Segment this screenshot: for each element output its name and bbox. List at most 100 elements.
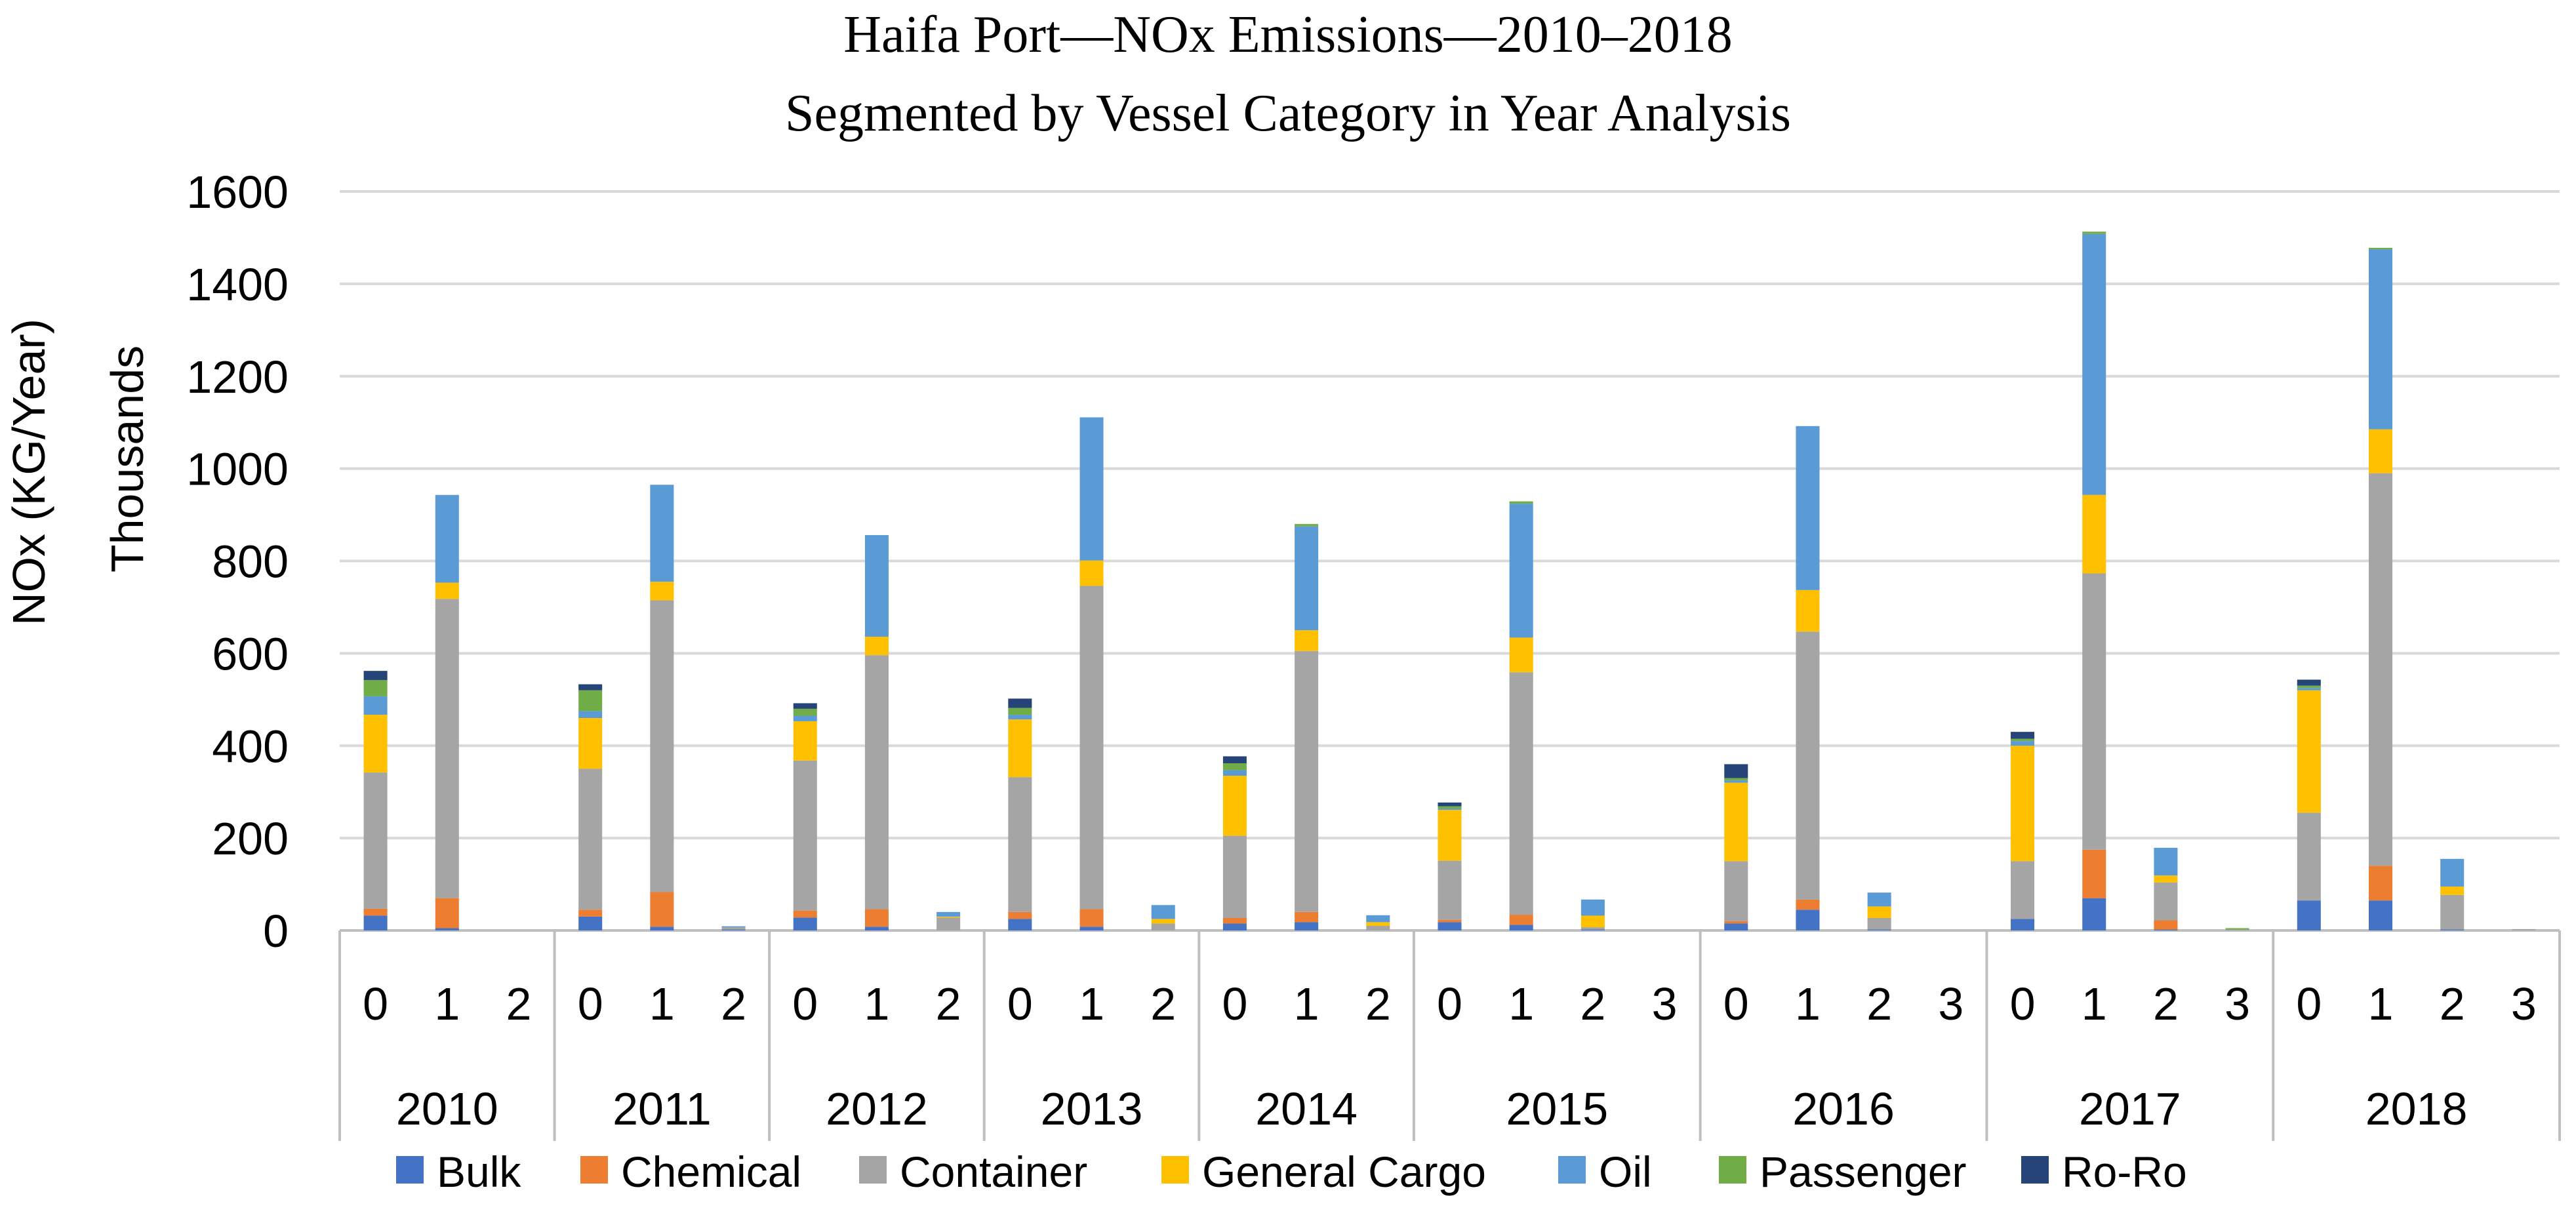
- bar-segment-bulk: [1796, 909, 1820, 930]
- bar-segment-container: [578, 768, 603, 910]
- x-sub-tick-label: 2: [1580, 978, 1605, 1029]
- legend-item: Passenger: [1719, 1147, 1967, 1196]
- x-sub-tick-label: 2: [2440, 978, 2465, 1029]
- x-sub-tick-label: 0: [1723, 978, 1749, 1029]
- bar-segment-bulk: [2082, 898, 2106, 930]
- bar-segment-oil: [1008, 715, 1032, 720]
- x-sub-tick-label: 2: [721, 978, 746, 1029]
- bar-segment-oil: [1580, 899, 1605, 916]
- x-group-label: 2012: [826, 1083, 928, 1134]
- bar-segment-oil: [1222, 770, 1247, 776]
- bar-segment-container: [936, 917, 961, 930]
- x-sub-tick-label: 1: [864, 978, 889, 1029]
- x-sub-tick-label: 3: [1652, 978, 1678, 1029]
- x-group-label: 2014: [1255, 1083, 1358, 1134]
- bar-segment-container: [721, 927, 746, 930]
- x-sub-tick-label: 1: [2368, 978, 2394, 1029]
- bar-segment-chemical: [1438, 919, 1462, 923]
- bar-segment-chemical: [1509, 915, 1533, 925]
- y-tick-label: 1000: [186, 444, 289, 495]
- gridlines: [340, 190, 2560, 932]
- bar-segment-general-cargo: [1151, 919, 1175, 924]
- bar-segment-oil: [1295, 526, 1319, 631]
- bar-segment-general-cargo: [2154, 875, 2178, 883]
- bar-segment-ro-ro: [1438, 802, 1462, 807]
- chart-subtitle: Segmented by Vessel Category in Year Ana…: [785, 85, 1791, 142]
- bar-segment-chemical: [578, 909, 603, 917]
- bar-segment-oil: [936, 911, 961, 917]
- bar-segment-bulk: [363, 915, 388, 930]
- bar-segment-container: [2154, 882, 2178, 921]
- bar-segment-general-cargo: [1438, 810, 1462, 861]
- y-axis-unit-label: Thousands: [102, 346, 153, 572]
- y-tick-label: 1400: [186, 259, 289, 310]
- bar-segment-oil: [1867, 892, 1891, 907]
- bar-segment-container: [1222, 835, 1247, 918]
- legend-item: Oil: [1558, 1147, 1652, 1196]
- bar-segment-general-cargo: [435, 582, 459, 599]
- bar-segment-oil: [363, 696, 388, 715]
- bar-segment-container: [1509, 672, 1533, 915]
- bar-segment-container: [2082, 573, 2106, 850]
- bar-segment-container: [1079, 586, 1104, 909]
- x-sub-tick-label: 1: [434, 978, 460, 1029]
- legend-label: Oil: [1599, 1147, 1652, 1196]
- bar-segment-chemical: [1796, 899, 1820, 910]
- bar-segment-general-cargo: [1509, 637, 1533, 673]
- bar-segment-passenger: [1438, 806, 1462, 809]
- bar-segment-container: [2368, 473, 2393, 866]
- y-tick-label: 1200: [186, 351, 289, 403]
- bar-segment-oil: [793, 715, 817, 721]
- bar-segment-ro-ro: [1222, 756, 1247, 764]
- x-sub-tick-label: 0: [1437, 978, 1462, 1029]
- bar-segment-bulk: [578, 916, 603, 930]
- legend-label: Bulk: [437, 1147, 521, 1196]
- bar-segment-chemical: [864, 909, 889, 927]
- bar-segment-general-cargo: [1796, 589, 1820, 632]
- y-axis-label: NOx (KG/Year): [3, 319, 54, 626]
- bar-segment-general-cargo: [1079, 560, 1104, 586]
- bar-segment-oil: [2297, 688, 2321, 690]
- x-group-label: 2016: [1792, 1083, 1895, 1134]
- bar-segment-container: [1151, 923, 1175, 930]
- bar-segment-bulk: [2297, 900, 2321, 930]
- bar-segment-container: [2512, 928, 2536, 930]
- bar-segment-container: [363, 772, 388, 909]
- bar-segment-general-cargo: [1580, 915, 1605, 928]
- bar-segment-general-cargo: [1867, 906, 1891, 918]
- bar-segment-oil: [1079, 417, 1104, 561]
- x-group-label: 2013: [1041, 1083, 1143, 1134]
- x-group-label: 2018: [2365, 1083, 2468, 1134]
- bar-segment-bulk: [435, 928, 459, 930]
- bar-segment-oil: [2154, 847, 2178, 876]
- bar-segment-passenger: [1222, 763, 1247, 770]
- bar-segment-oil: [2440, 858, 2465, 887]
- x-group-label: 2010: [396, 1083, 498, 1134]
- bar-segment-general-cargo: [578, 717, 603, 769]
- bar-segment-passenger: [2368, 247, 2393, 250]
- bar-segment-container: [793, 760, 817, 911]
- legend-swatch: [2021, 1156, 2049, 1184]
- bar-segment-chemical: [1222, 917, 1247, 924]
- legend-item: Container: [859, 1147, 1087, 1196]
- bar-segment-chemical: [435, 898, 459, 928]
- bar-segment-bulk: [1509, 925, 1533, 930]
- y-tick-label: 400: [212, 721, 289, 772]
- bar-segment-chemical: [2082, 849, 2106, 898]
- bar-segment-oil: [2368, 249, 2393, 429]
- bar-segment-bulk: [1222, 923, 1247, 930]
- legend-swatch: [1558, 1156, 1586, 1184]
- legend-swatch: [396, 1156, 424, 1184]
- bar-segment-chemical: [2368, 866, 2393, 901]
- bar-segment-passenger: [363, 680, 388, 696]
- x-sub-tick-label: 1: [1795, 978, 1821, 1029]
- bar-segment-oil: [1796, 426, 1820, 590]
- x-sub-tick-label: 3: [2511, 978, 2537, 1029]
- legend-item: Bulk: [396, 1147, 521, 1196]
- x-sub-tick-label: 1: [2082, 978, 2107, 1029]
- bar-segment-container: [1295, 650, 1319, 912]
- legend-swatch: [580, 1156, 608, 1184]
- x-sub-tick-label: 0: [363, 978, 388, 1029]
- legend-item: General Cargo: [1161, 1147, 1486, 1196]
